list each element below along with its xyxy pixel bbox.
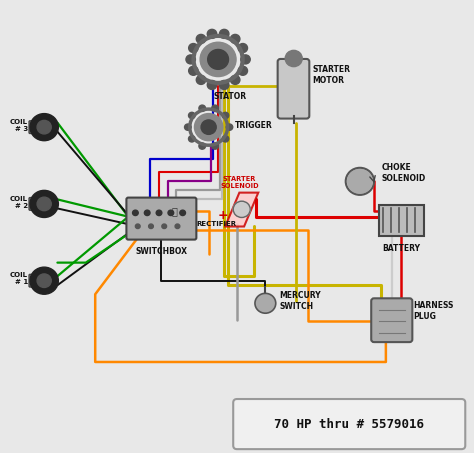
- Circle shape: [30, 267, 58, 294]
- Circle shape: [156, 210, 162, 216]
- Circle shape: [200, 42, 236, 77]
- Text: MERCURY
SWITCH: MERCURY SWITCH: [280, 291, 321, 311]
- Circle shape: [222, 112, 229, 119]
- Circle shape: [37, 120, 51, 134]
- Text: STARTER
SOLENOID: STARTER SOLENOID: [220, 177, 259, 189]
- Circle shape: [180, 210, 185, 216]
- Circle shape: [226, 124, 233, 130]
- Circle shape: [189, 43, 198, 53]
- FancyBboxPatch shape: [29, 121, 36, 134]
- Circle shape: [189, 135, 195, 142]
- FancyBboxPatch shape: [29, 275, 36, 287]
- Circle shape: [133, 210, 138, 216]
- Circle shape: [207, 81, 217, 89]
- Circle shape: [219, 81, 229, 89]
- Circle shape: [189, 66, 198, 75]
- Circle shape: [230, 75, 240, 84]
- Circle shape: [208, 49, 228, 69]
- Circle shape: [241, 55, 250, 64]
- Text: STARTER
MOTOR: STARTER MOTOR: [313, 65, 351, 85]
- Text: CHOKE
SOLENOID: CHOKE SOLENOID: [381, 163, 425, 183]
- Circle shape: [175, 224, 180, 228]
- Text: STATOR: STATOR: [213, 92, 246, 101]
- Circle shape: [230, 34, 240, 43]
- Circle shape: [199, 105, 206, 111]
- Text: COIL
# 3: COIL # 3: [10, 119, 28, 132]
- Circle shape: [37, 274, 51, 288]
- Text: HARNESS
PLUG: HARNESS PLUG: [413, 300, 454, 321]
- Circle shape: [196, 75, 206, 84]
- Circle shape: [212, 105, 219, 111]
- Circle shape: [186, 55, 195, 64]
- Polygon shape: [225, 193, 258, 226]
- Text: COIL
# 2: COIL # 2: [10, 196, 28, 209]
- Circle shape: [149, 224, 154, 228]
- Circle shape: [189, 112, 195, 119]
- Circle shape: [207, 29, 217, 39]
- FancyBboxPatch shape: [278, 59, 310, 119]
- Circle shape: [212, 143, 219, 149]
- Circle shape: [145, 210, 150, 216]
- Circle shape: [37, 197, 51, 211]
- Text: TRIGGER: TRIGGER: [235, 121, 273, 130]
- Circle shape: [199, 143, 206, 149]
- Text: BATTERY: BATTERY: [382, 244, 420, 253]
- Circle shape: [196, 34, 206, 43]
- FancyBboxPatch shape: [233, 399, 465, 449]
- Circle shape: [30, 190, 58, 217]
- Circle shape: [219, 29, 229, 39]
- FancyBboxPatch shape: [371, 299, 412, 342]
- Circle shape: [347, 169, 372, 193]
- Circle shape: [168, 210, 173, 216]
- FancyBboxPatch shape: [379, 205, 424, 236]
- Text: 70 HP thru # 5579016: 70 HP thru # 5579016: [274, 418, 424, 431]
- Circle shape: [238, 43, 247, 53]
- Circle shape: [184, 124, 191, 130]
- Circle shape: [222, 135, 229, 142]
- Circle shape: [136, 224, 140, 228]
- Circle shape: [256, 294, 275, 312]
- Text: ⏚: ⏚: [172, 206, 178, 216]
- Text: +: +: [218, 209, 228, 222]
- Text: COIL
# 1: COIL # 1: [10, 272, 28, 285]
- Circle shape: [201, 120, 216, 135]
- Text: RECTIFIER: RECTIFIER: [197, 222, 237, 227]
- Circle shape: [285, 50, 302, 67]
- Circle shape: [30, 114, 58, 141]
- Circle shape: [194, 114, 223, 141]
- FancyBboxPatch shape: [29, 198, 36, 210]
- Circle shape: [233, 201, 250, 217]
- FancyBboxPatch shape: [127, 198, 196, 240]
- Text: SWITCHBOX: SWITCHBOX: [136, 247, 187, 256]
- Circle shape: [238, 66, 247, 75]
- Circle shape: [162, 224, 166, 228]
